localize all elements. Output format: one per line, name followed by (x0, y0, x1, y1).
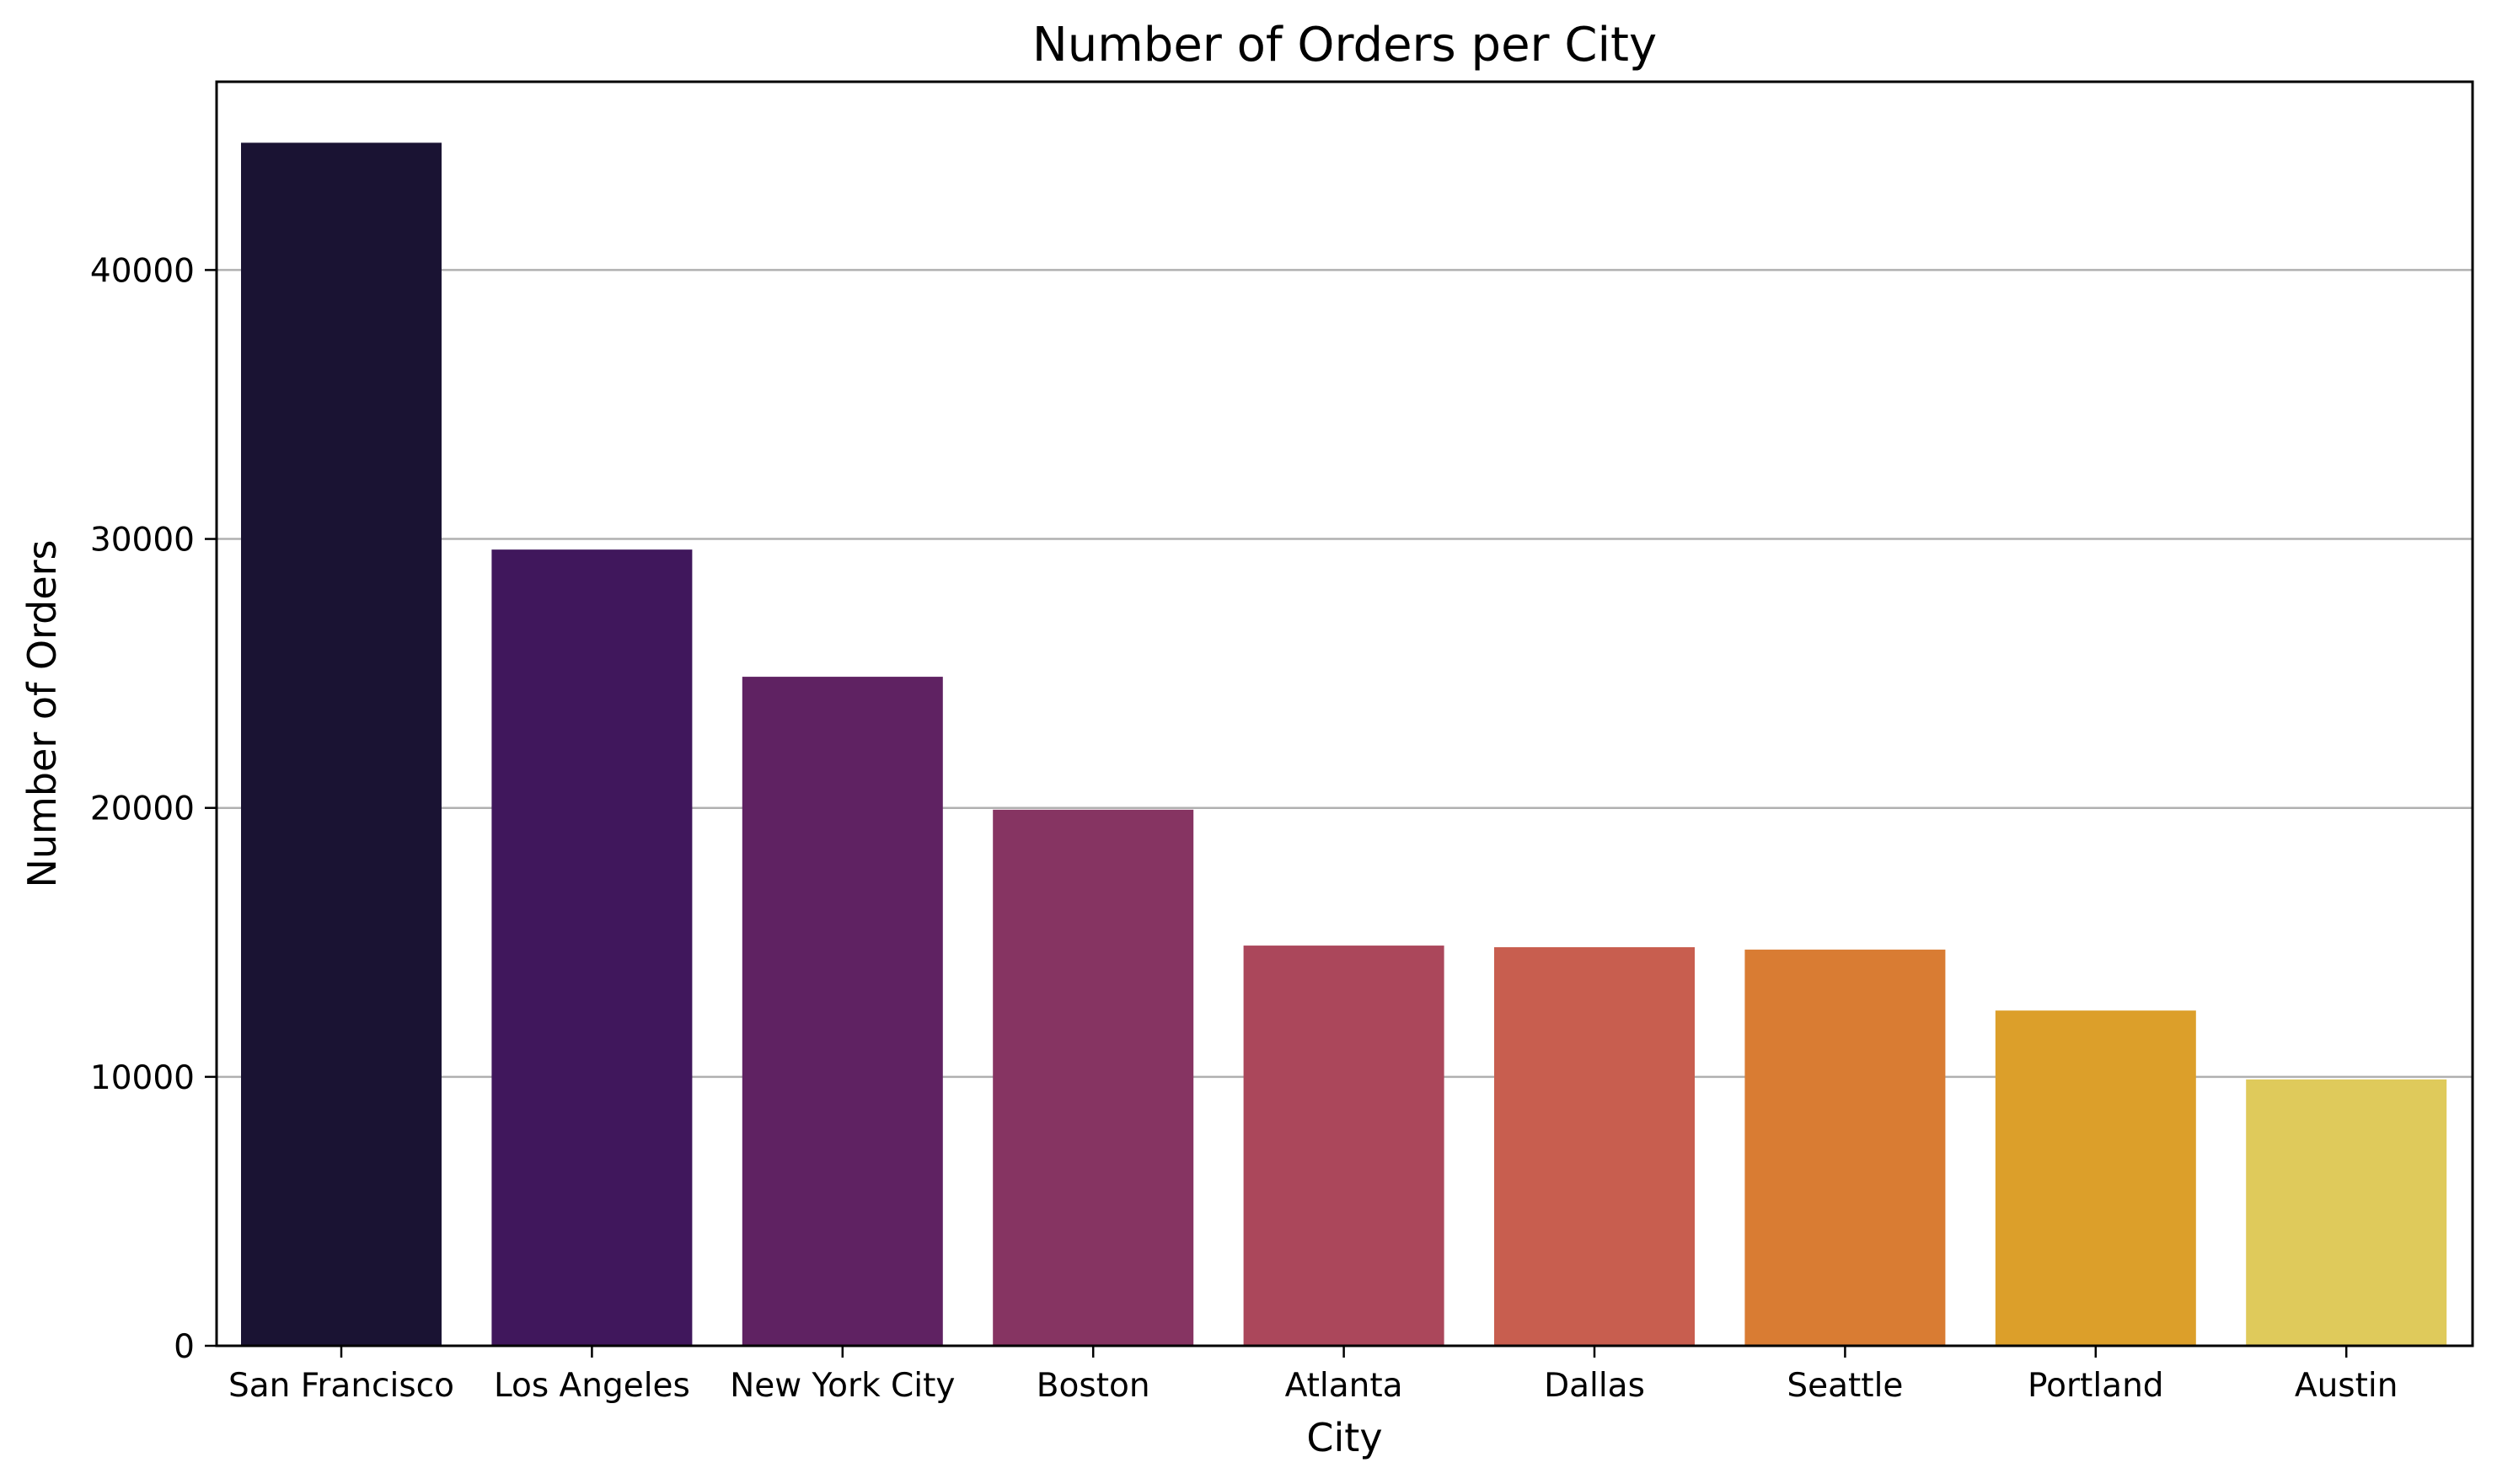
x-tick-label-1: Los Angeles (494, 1367, 690, 1405)
bar-boston (993, 809, 1194, 1346)
bar-austin (2246, 1079, 2447, 1346)
y-tick-label-3: 30000 (90, 522, 195, 560)
x-tick-label-2: New York City (730, 1367, 955, 1405)
y-tick-label-1: 10000 (90, 1059, 195, 1097)
x-tick-label-8: Austin (2295, 1367, 2398, 1405)
y-tick-label-0: 0 (174, 1328, 195, 1366)
plot-frame (215, 80, 2474, 1347)
y-axis-ticks: 0 10000 20000 30000 40000 (90, 252, 217, 1366)
x-axis-label: City (1306, 1415, 1382, 1460)
bars (241, 142, 2447, 1347)
x-tick-label-4: Atlanta (1285, 1367, 1403, 1405)
bar-los-angeles (491, 549, 693, 1346)
x-tick-label-0: San Francisco (228, 1367, 454, 1405)
y-tick-label-2: 20000 (90, 790, 195, 828)
x-axis-ticks: San Francisco Los Angeles New York City Bos… (228, 1346, 2398, 1405)
x-tick-label-6: Seattle (1787, 1367, 1903, 1405)
x-tick-label-3: Boston (1037, 1367, 1150, 1405)
bar-portland (1995, 1010, 2196, 1346)
bar-seattle (1744, 949, 1946, 1346)
y-tick-label-4: 40000 (90, 252, 195, 290)
x-tick-label-7: Portland (2028, 1367, 2164, 1405)
bar-dallas (1494, 947, 1695, 1346)
y-axis-label: Number of Orders (19, 539, 65, 887)
chart-title: Number of Orders per City (1032, 18, 1657, 72)
bar-san-francisco (241, 142, 442, 1347)
bar-new-york-city (742, 677, 943, 1346)
bar-atlanta (1243, 946, 1444, 1346)
x-tick-label-5: Dallas (1544, 1367, 1645, 1405)
